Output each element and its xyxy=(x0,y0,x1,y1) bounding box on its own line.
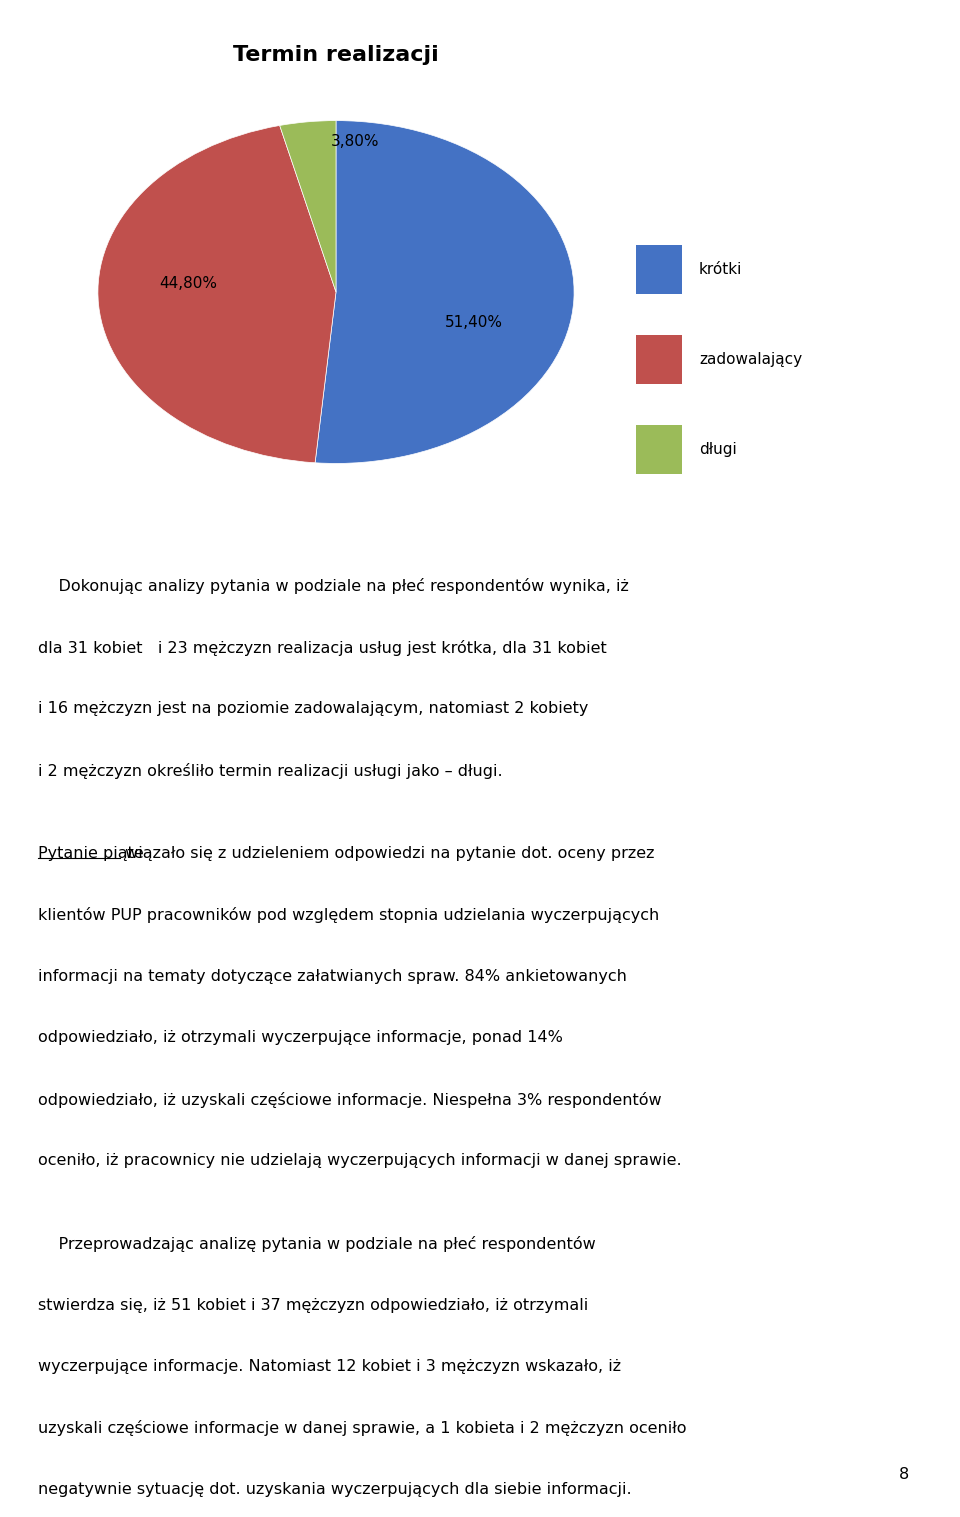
Text: oceniło, iż pracownicy nie udzielają wyczerpujących informacji w danej sprawie.: oceniło, iż pracownicy nie udzielają wyc… xyxy=(38,1153,682,1168)
Title: Termin realizacji: Termin realizacji xyxy=(233,46,439,65)
Text: 51,40%: 51,40% xyxy=(445,316,503,331)
Text: 8: 8 xyxy=(899,1467,909,1482)
Text: odpowiedziało, iż uzyskali częściowe informacje. Niespełna 3% respondentów: odpowiedziało, iż uzyskali częściowe inf… xyxy=(38,1092,662,1107)
Wedge shape xyxy=(98,126,336,463)
Text: 44,80%: 44,80% xyxy=(159,276,217,291)
Text: wyczerpujące informacje. Natomiast 12 kobiet i 3 mężczyzn wskazało, iż: wyczerpujące informacje. Natomiast 12 ko… xyxy=(38,1359,621,1374)
Text: 3,80%: 3,80% xyxy=(331,133,379,149)
Text: długi: długi xyxy=(699,441,736,457)
Wedge shape xyxy=(279,121,336,293)
Text: dla 31 kobiet   i 23 mężczyzn realizacja usług jest krótka, dla 31 kobiet: dla 31 kobiet i 23 mężczyzn realizacja u… xyxy=(38,640,607,655)
Text: wiązało się z udzieleniem odpowiedzi na pytanie dot. oceny przez: wiązało się z udzieleniem odpowiedzi na … xyxy=(120,845,655,860)
Text: negatywnie sytuację dot. uzyskania wyczerpujących dla siebie informacji.: negatywnie sytuację dot. uzyskania wycze… xyxy=(38,1482,632,1497)
Bar xyxy=(636,335,682,384)
Text: uzyskali częściowe informacje w danej sprawie, a 1 kobieta i 2 mężczyzn oceniło: uzyskali częściowe informacje w danej sp… xyxy=(38,1420,687,1437)
Text: Pytanie piąte: Pytanie piąte xyxy=(38,845,144,860)
Text: i 16 mężczyzn jest na poziomie zadowalającym, natomiast 2 kobiety: i 16 mężczyzn jest na poziomie zadowalaj… xyxy=(38,701,588,716)
Wedge shape xyxy=(315,121,574,463)
Text: Przeprowadzając analizę pytania w podziale na płeć respondentów: Przeprowadzając analizę pytania w podzia… xyxy=(38,1236,596,1252)
Text: Dokonując analizy pytania w podziale na płeć respondentów wynika, iż: Dokonując analizy pytania w podziale na … xyxy=(38,578,629,595)
Text: zadowalający: zadowalający xyxy=(699,352,802,367)
Text: krótki: krótki xyxy=(699,261,742,276)
Bar xyxy=(636,244,682,294)
Text: odpowiedziało, iż otrzymali wyczerpujące informacje, ponad 14%: odpowiedziało, iż otrzymali wyczerpujące… xyxy=(38,1030,564,1045)
Text: stwierdza się, iż 51 kobiet i 37 mężczyzn odpowiedziało, iż otrzymali: stwierdza się, iż 51 kobiet i 37 mężczyz… xyxy=(38,1297,588,1312)
Text: informacji na tematy dotyczące załatwianych spraw. 84% ankietowanych: informacji na tematy dotyczące załatwian… xyxy=(38,968,627,983)
Bar xyxy=(636,425,682,473)
Text: klientów PUP pracowników pod względem stopnia udzielania wyczerpujących: klientów PUP pracowników pod względem st… xyxy=(38,907,660,922)
Text: i 2 mężczyzn określiło termin realizacji usługi jako – długi.: i 2 mężczyzn określiło termin realizacji… xyxy=(38,763,503,778)
